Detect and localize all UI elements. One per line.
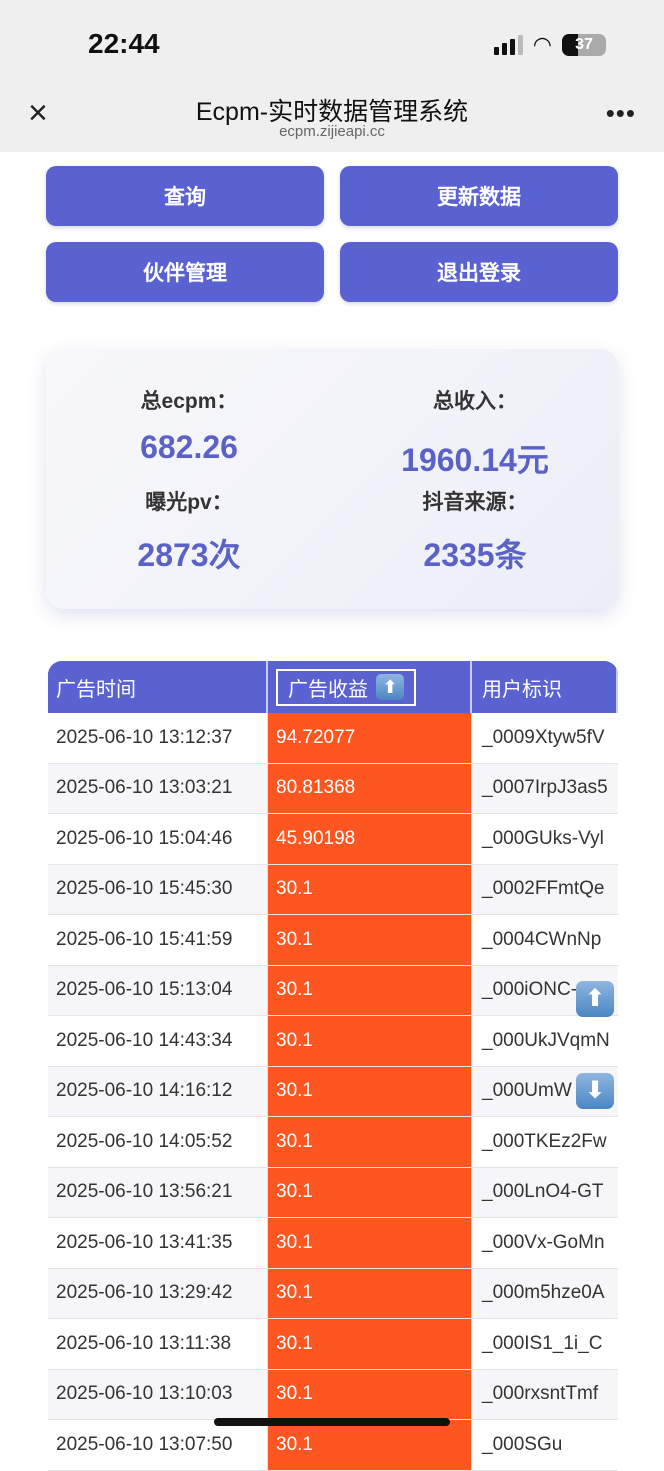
cell-user-id: _000SGu	[482, 1433, 563, 1455]
cell-ad-time: 2025-06-10 15:04:46	[48, 814, 268, 864]
ad-data-table: 广告时间 广告收益 ⬆ 用户标识 2025-06-10 13:12:37 94.72…	[48, 661, 618, 1471]
stat-label: 抖音来源：	[422, 491, 528, 514]
stat-value: 2873次	[137, 537, 241, 573]
table-row[interactable]: 2025-06-10 14:43:34 30.1 _000UkJVqmN	[48, 1016, 618, 1067]
cell-ad-revenue: 30.1	[268, 1218, 472, 1268]
table-row[interactable]: 2025-06-10 13:56:21 30.1 _000LnO4-GT	[48, 1167, 618, 1218]
header-label: 广告收益	[288, 678, 368, 701]
update-data-button[interactable]: 更新数据	[340, 166, 618, 226]
table-row[interactable]: 2025-06-10 15:04:46 45.90198 _000GUks-Vyl	[48, 814, 618, 865]
page-url: ecpm.zijieapi.cc	[279, 123, 385, 140]
cell-user-id: _000UmW	[482, 1080, 572, 1102]
table-row[interactable]: 2025-06-10 13:41:35 30.1 _000Vx-GoMn	[48, 1218, 618, 1269]
partner-management-button[interactable]: 伙伴管理	[46, 242, 324, 302]
stat-douyin: 抖音来源： 2335条	[332, 486, 618, 576]
cell-user-id: _000UkJVqmN	[482, 1029, 610, 1051]
stat-value: 2335条	[423, 537, 527, 573]
scroll-down-button[interactable]: ⬇	[576, 1073, 614, 1109]
table-row[interactable]: 2025-06-10 15:45:30 30.1 _0002FFmtQe	[48, 864, 618, 915]
close-icon[interactable]: ×	[28, 94, 48, 132]
cell-user-id: _000rxsntTmf	[482, 1383, 599, 1405]
table-row[interactable]: 2025-06-10 13:10:03 30.1 _000rxsntTmf	[48, 1369, 618, 1420]
cell-ad-revenue: 45.90198	[268, 814, 472, 864]
cell-ad-revenue: 30.1	[268, 915, 472, 965]
cell-ad-time: 2025-06-10 13:11:38	[48, 1319, 268, 1369]
stats-card: 总ecpm： 682.26 总收入： 1960.14元 曝光pv： 2873次 …	[46, 349, 618, 609]
signal-icon	[493, 35, 523, 55]
table-header: 广告时间 广告收益 ⬆ 用户标识	[48, 661, 618, 713]
status-time: 22:44	[88, 28, 160, 59]
table-row[interactable]: 2025-06-10 15:41:59 30.1 _0004CWnNp	[48, 915, 618, 966]
cell-user-id: _000GUks-Vyl	[482, 827, 604, 849]
cell-ad-revenue: 30.1	[268, 1066, 472, 1116]
cell-ad-time: 2025-06-10 13:12:37	[48, 713, 268, 763]
query-button[interactable]: 查询	[46, 166, 324, 226]
battery-icon: 37	[562, 34, 606, 56]
stat-label: 曝光pv：	[145, 491, 233, 514]
table-row[interactable]: 2025-06-10 15:13:04 30.1 _000iONC-	[48, 965, 618, 1016]
cell-user-id: _000m5hze0A	[482, 1282, 605, 1304]
more-icon[interactable]: •••	[605, 98, 636, 128]
table-row[interactable]: 2025-06-10 13:29:42 30.1 _000m5hze0A	[48, 1268, 618, 1319]
cell-ad-time: 2025-06-10 13:56:21	[48, 1167, 268, 1217]
cell-ad-revenue: 30.1	[268, 1420, 472, 1470]
stat-label: 总ecpm：	[140, 390, 238, 413]
wifi-icon: ◠	[532, 32, 552, 57]
cell-user-id: _000LnO4-GT	[482, 1181, 604, 1203]
table-row[interactable]: 2025-06-10 13:11:38 30.1 _000IS1_1i_C	[48, 1319, 618, 1370]
cell-user-id: _0009Xtyw5fV	[482, 726, 605, 748]
stat-value: 682.26	[140, 429, 238, 465]
cell-ad-time: 2025-06-10 14:16:12	[48, 1066, 268, 1116]
stat-pv: 曝光pv： 2873次	[46, 486, 332, 576]
cell-user-id: _000iONC-	[482, 979, 578, 1001]
table-row[interactable]: 2025-06-10 13:12:37 94.72077 _0009Xtyw5fV	[48, 713, 618, 764]
cell-ad-revenue: 30.1	[268, 864, 472, 914]
header-user-id[interactable]: 用户标识	[472, 661, 618, 713]
stat-label: 总收入：	[433, 390, 517, 413]
cell-ad-time: 2025-06-10 14:05:52	[48, 1117, 268, 1167]
cell-ad-time: 2025-06-10 13:07:50	[48, 1420, 268, 1470]
home-indicator	[214, 1418, 450, 1426]
cell-ad-time: 2025-06-10 13:03:21	[48, 763, 268, 813]
cell-ad-revenue: 30.1	[268, 1268, 472, 1318]
logout-button[interactable]: 退出登录	[340, 242, 618, 302]
cell-ad-time: 2025-06-10 15:41:59	[48, 915, 268, 965]
cell-ad-revenue: 30.1	[268, 1369, 472, 1419]
page-title: Ecpm-实时数据管理系统	[195, 98, 469, 126]
scroll-up-button[interactable]: ⬆	[576, 981, 614, 1017]
cell-user-id: _000IS1_1i_C	[482, 1332, 603, 1354]
table-row[interactable]: 2025-06-10 14:16:12 30.1 _000UmW	[48, 1066, 618, 1117]
table-row[interactable]: 2025-06-10 13:03:21 80.81368 _0007IrpJ3as5	[48, 763, 618, 814]
cell-ad-time: 2025-06-10 14:43:34	[48, 1016, 268, 1066]
cell-ad-revenue: 30.1	[268, 1016, 472, 1066]
sort-up-icon: ⬆	[376, 674, 404, 700]
cell-ad-revenue: 80.81368	[268, 763, 472, 813]
stat-value: 1960.14元	[401, 442, 549, 478]
cell-ad-revenue: 30.1	[268, 1319, 472, 1369]
status-icons: ◠ 37	[493, 32, 606, 58]
header-ad-time[interactable]: 广告时间	[48, 661, 268, 713]
cell-ad-revenue: 30.1	[268, 1167, 472, 1217]
browser-header: 22:44 ◠ 37 × Ecpm-实时数据管理系统 ecpm.zijieapi…	[0, 0, 664, 152]
cell-ad-revenue: 94.72077	[268, 713, 472, 763]
cell-user-id: _0007IrpJ3as5	[482, 777, 608, 799]
cell-ad-revenue: 30.1	[268, 1117, 472, 1167]
cell-ad-time: 2025-06-10 13:29:42	[48, 1268, 268, 1318]
action-buttons: 查询 更新数据 伙伴管理 退出登录	[46, 166, 618, 302]
table-row[interactable]: 2025-06-10 13:07:50 30.1 _000SGu	[48, 1420, 618, 1471]
cell-user-id: _0002FFmtQe	[482, 878, 605, 900]
stat-income: 总收入： 1960.14元	[332, 385, 618, 481]
table-row[interactable]: 2025-06-10 14:05:52 30.1 _000TKEz2Fw	[48, 1117, 618, 1168]
cell-user-id: _0004CWnNp	[482, 928, 602, 950]
cell-ad-time: 2025-06-10 15:13:04	[48, 965, 268, 1015]
cell-ad-time: 2025-06-10 13:41:35	[48, 1218, 268, 1268]
stat-ecpm: 总ecpm： 682.26	[46, 385, 332, 466]
cell-user-id: _000TKEz2Fw	[482, 1130, 607, 1152]
cell-ad-time: 2025-06-10 15:45:30	[48, 864, 268, 914]
sort-button[interactable]: 广告收益 ⬆	[276, 668, 416, 706]
header-ad-revenue[interactable]: 广告收益 ⬆	[268, 661, 472, 713]
cell-user-id: _000Vx-GoMn	[482, 1231, 605, 1253]
cell-ad-time: 2025-06-10 13:10:03	[48, 1369, 268, 1419]
cell-ad-revenue: 30.1	[268, 965, 472, 1015]
